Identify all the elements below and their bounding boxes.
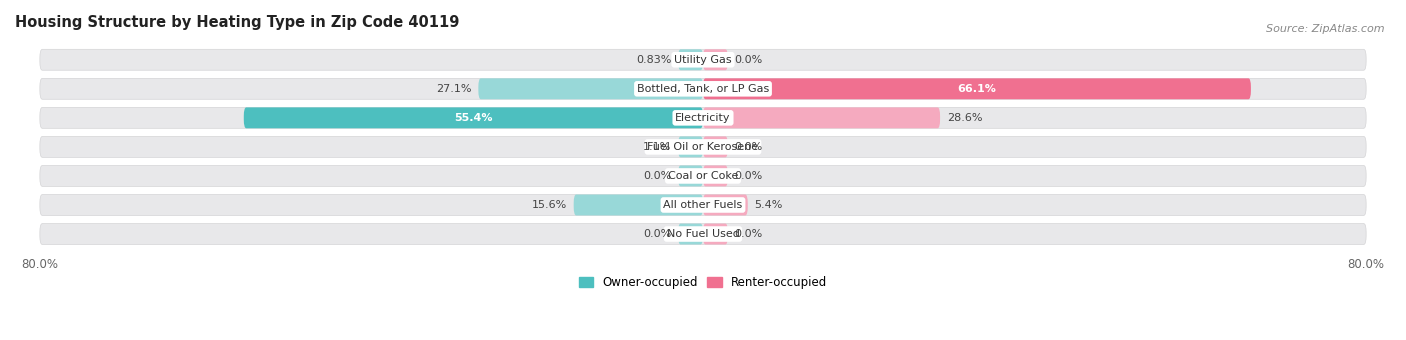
Text: 0.0%: 0.0% [734, 55, 762, 65]
FancyBboxPatch shape [243, 107, 703, 128]
FancyBboxPatch shape [703, 49, 728, 70]
FancyBboxPatch shape [39, 136, 1367, 157]
Text: Coal or Coke: Coal or Coke [668, 171, 738, 181]
Text: 28.6%: 28.6% [946, 113, 983, 123]
FancyBboxPatch shape [703, 136, 728, 157]
FancyBboxPatch shape [703, 107, 941, 128]
Text: Fuel Oil or Kerosene: Fuel Oil or Kerosene [647, 142, 759, 152]
FancyBboxPatch shape [39, 107, 1367, 128]
Legend: Owner-occupied, Renter-occupied: Owner-occupied, Renter-occupied [574, 271, 832, 294]
Text: 27.1%: 27.1% [436, 84, 472, 94]
Text: Housing Structure by Heating Type in Zip Code 40119: Housing Structure by Heating Type in Zip… [15, 15, 460, 30]
Text: 0.0%: 0.0% [644, 229, 672, 239]
Text: 15.6%: 15.6% [531, 200, 567, 210]
Text: Electricity: Electricity [675, 113, 731, 123]
Text: All other Fuels: All other Fuels [664, 200, 742, 210]
FancyBboxPatch shape [703, 166, 728, 186]
Text: 0.0%: 0.0% [734, 229, 762, 239]
FancyBboxPatch shape [39, 224, 1367, 244]
Text: 55.4%: 55.4% [454, 113, 492, 123]
Text: No Fuel Used: No Fuel Used [666, 229, 740, 239]
Text: 0.0%: 0.0% [734, 171, 762, 181]
FancyBboxPatch shape [703, 194, 748, 216]
FancyBboxPatch shape [703, 78, 1251, 99]
Text: 0.83%: 0.83% [636, 55, 672, 65]
FancyBboxPatch shape [678, 166, 703, 186]
Text: Bottled, Tank, or LP Gas: Bottled, Tank, or LP Gas [637, 84, 769, 94]
FancyBboxPatch shape [39, 166, 1367, 186]
FancyBboxPatch shape [678, 136, 703, 157]
FancyBboxPatch shape [39, 194, 1367, 216]
Text: 0.0%: 0.0% [734, 142, 762, 152]
Text: Utility Gas: Utility Gas [675, 55, 731, 65]
Text: 0.0%: 0.0% [644, 171, 672, 181]
FancyBboxPatch shape [39, 49, 1367, 70]
FancyBboxPatch shape [478, 78, 703, 99]
FancyBboxPatch shape [678, 224, 703, 244]
FancyBboxPatch shape [39, 78, 1367, 99]
FancyBboxPatch shape [574, 194, 703, 216]
Text: 1.1%: 1.1% [644, 142, 672, 152]
Text: 66.1%: 66.1% [957, 84, 997, 94]
FancyBboxPatch shape [703, 224, 728, 244]
FancyBboxPatch shape [678, 49, 703, 70]
Text: 5.4%: 5.4% [755, 200, 783, 210]
Text: Source: ZipAtlas.com: Source: ZipAtlas.com [1267, 24, 1385, 34]
